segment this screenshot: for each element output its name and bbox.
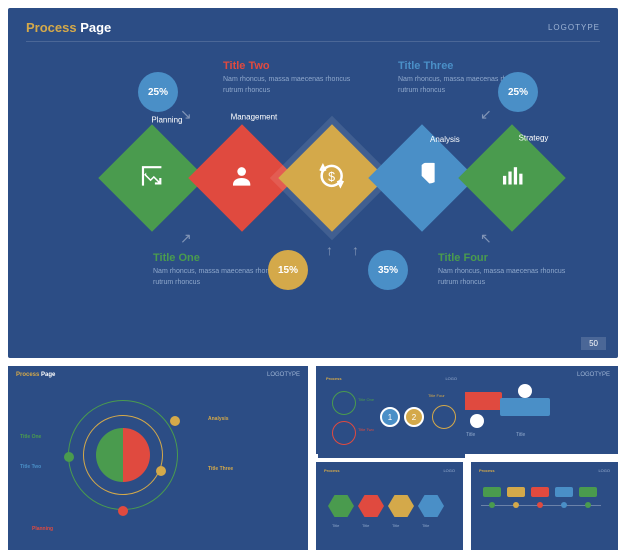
diamond-label: Analysis (430, 135, 460, 144)
thumbnail-row: Process PageLOGOTYPE Title One Title Two… (8, 366, 618, 550)
thumb-content: Title Title Title Title (316, 475, 463, 545)
arrow-icon: ↖ (480, 230, 492, 247)
pie-center (96, 428, 150, 482)
page-title: Process Page (26, 20, 111, 35)
year-box (507, 487, 525, 497)
thumb-5: ProcessLOGO (471, 462, 618, 550)
percent-badge-2: 25% (498, 72, 538, 112)
hex-node (388, 495, 414, 517)
block-title: Title One (153, 252, 283, 264)
thumb-header: ProcessLOGO (318, 370, 465, 383)
thumb-caption: Title (466, 432, 475, 438)
thumb-content: 1 2 Title One Title Two Title Four (318, 383, 465, 453)
thumb-content (471, 475, 618, 545)
thumb-caption: Title (392, 523, 399, 528)
bar-dot (518, 384, 532, 398)
orbit-dot (156, 466, 166, 476)
timeline-dot (561, 502, 567, 508)
arrow-icon: ↑ (352, 242, 359, 258)
block-title: Title Three (398, 60, 528, 72)
thumb-3: ProcessLOGO Title Title Title Title (316, 462, 463, 550)
thumb-label: Title Two (358, 427, 374, 432)
arrow-icon: ↑ (326, 242, 333, 258)
bars-icon (499, 163, 525, 189)
text-block-one: Title One Nam rhoncus, massa maecenas rh… (153, 252, 283, 288)
logotype: LOGOTYPE (548, 23, 600, 32)
timeline-dot (585, 502, 591, 508)
thumb-4: ProcessLOGO 1 2 Title One Title Two Titl… (318, 370, 465, 458)
thumb-caption: Title (332, 523, 339, 528)
hex-node (328, 495, 354, 517)
dollar-cycle-icon: $ (317, 161, 347, 191)
percent-value: 25% (148, 87, 168, 98)
block-body: Nam rhoncus, massa maecenas rhoncus rutr… (223, 75, 353, 96)
thumb-caption: Title (516, 432, 525, 438)
thumb-label: Planning (32, 526, 53, 532)
num-circle: 1 (380, 407, 400, 427)
orbit-dot (170, 416, 180, 426)
thumb-header: ProcessLOGO (316, 462, 463, 475)
thumb-label: Title One (20, 434, 41, 440)
thumb-label: Title Three (208, 466, 233, 472)
slide-header: Process Page LOGOTYPE (8, 8, 618, 41)
block-body: Nam rhoncus, massa maecenas rhoncus rutr… (438, 267, 568, 288)
timeline-dot (537, 502, 543, 508)
thumb-label: Title Four (428, 393, 445, 398)
percent-badge-4: 35% (368, 250, 408, 290)
block-body: Nam rhoncus, massa maecenas rhoncus rutr… (153, 267, 283, 288)
year-box (579, 487, 597, 497)
num-circle: 2 (404, 407, 424, 427)
thumb-label: Title Two (20, 464, 41, 470)
timeline-dot (489, 502, 495, 508)
text-block-two: Title Two Nam rhoncus, massa maecenas rh… (223, 60, 353, 96)
orbit-dot (118, 506, 128, 516)
ring-node (332, 391, 356, 415)
chart-down-icon (139, 163, 165, 189)
arrow-icon: ↗ (180, 230, 192, 247)
arrow-icon: ↙ (480, 106, 492, 123)
diamond-label: Strategy (519, 133, 549, 142)
percent-badge-1: 25% (138, 72, 178, 112)
user-icon (229, 163, 255, 189)
page-number: 50 (581, 337, 606, 350)
hex-node (418, 495, 444, 517)
text-block-four: Title Four Nam rhoncus, massa maecenas r… (438, 252, 568, 288)
title-word-1: Process (26, 20, 77, 35)
orbit-dot (64, 452, 74, 462)
diagram-area: Title Two Nam rhoncus, massa maecenas rh… (8, 42, 618, 302)
ring-node (332, 421, 356, 445)
main-slide: Process Page LOGOTYPE Title Two Nam rhon… (8, 8, 618, 358)
percent-value: 35% (378, 265, 398, 276)
year-box (555, 487, 573, 497)
percent-value: 15% (278, 265, 298, 276)
block-title: Title Four (438, 252, 568, 264)
thumb-header: ProcessLOGO (471, 462, 618, 475)
year-box (531, 487, 549, 497)
diamond-strategy: Strategy (458, 124, 565, 231)
svg-text:$: $ (329, 170, 336, 184)
thumb-header: Process PageLOGOTYPE (8, 366, 308, 380)
bar (500, 398, 550, 416)
thumb-label: Title One (358, 397, 374, 402)
percent-value: 25% (508, 87, 528, 98)
pie-icon (409, 163, 435, 189)
ring-node (432, 405, 456, 429)
hex-node (358, 495, 384, 517)
percent-badge-3: 15% (268, 250, 308, 290)
title-word-2: Page (80, 20, 111, 35)
bar-dot (470, 414, 484, 428)
timeline-dot (513, 502, 519, 508)
year-box (483, 487, 501, 497)
thumb-caption: Title (362, 523, 369, 528)
thumb-label: Analysis (208, 416, 229, 422)
thumb-caption: Title (422, 523, 429, 528)
thumb-content: Title One Title Two Analysis Title Three… (8, 380, 308, 546)
thumb-1: Process PageLOGOTYPE Title One Title Two… (8, 366, 308, 550)
block-title: Title Two (223, 60, 353, 72)
diamond-label: Planning (151, 116, 182, 125)
diamond-label: Management (231, 113, 278, 122)
